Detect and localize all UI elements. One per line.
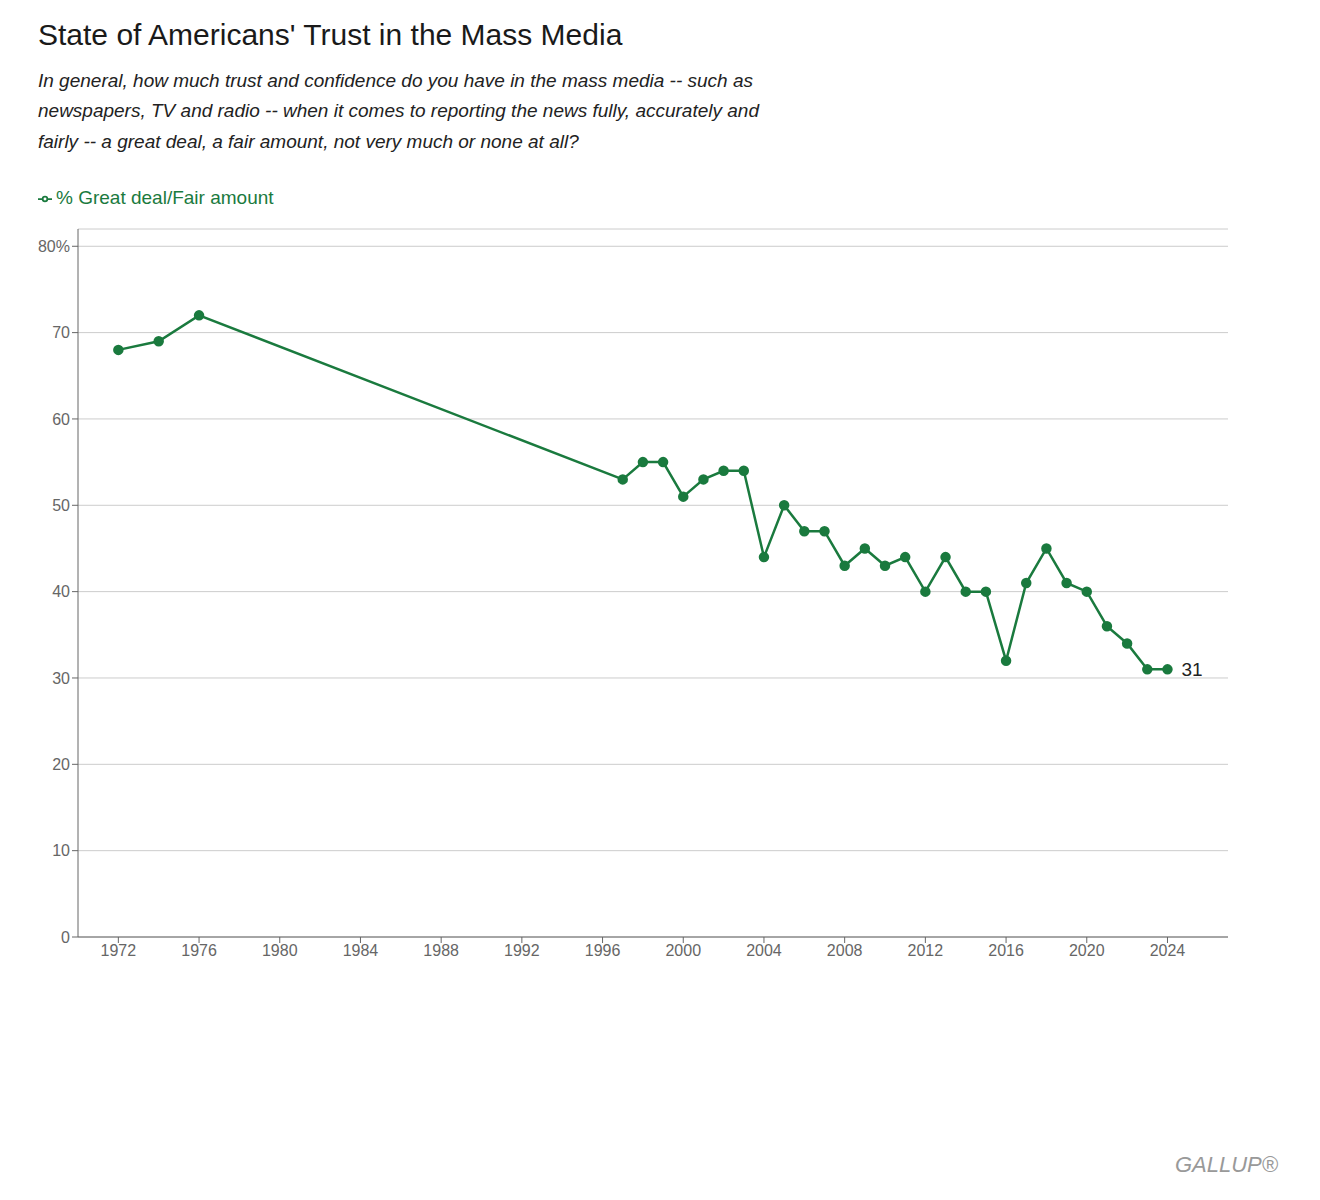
svg-text:2004: 2004 bbox=[746, 943, 782, 960]
html-text:newspapers, TV and radio -- wh: newspapers, TV and radio -- when it come… bbox=[38, 100, 759, 122]
svg-text:2016: 2016 bbox=[988, 943, 1024, 960]
html-text:% Great deal/Fair amount: % Great deal/Fair amount bbox=[56, 187, 274, 209]
svg-text:60: 60 bbox=[52, 411, 70, 428]
svg-text:1976: 1976 bbox=[181, 943, 217, 960]
svg-text:70: 70 bbox=[52, 324, 70, 341]
svg-text:80%: 80% bbox=[38, 238, 70, 255]
svg-text:50: 50 bbox=[52, 497, 70, 514]
svg-text:40: 40 bbox=[52, 583, 70, 600]
html-text:State of Americans' Trust in t: State of Americans' Trust in the Mass Me… bbox=[38, 18, 623, 51]
svg-text:31: 31 bbox=[1181, 659, 1202, 680]
svg-text:10: 10 bbox=[52, 843, 70, 860]
svg-text:30: 30 bbox=[52, 670, 70, 687]
svg-text:0: 0 bbox=[61, 929, 70, 946]
svg-text:2012: 2012 bbox=[908, 943, 944, 960]
svg-text:1996: 1996 bbox=[585, 943, 621, 960]
svg-text:2008: 2008 bbox=[827, 943, 863, 960]
svg-text:1992: 1992 bbox=[504, 943, 540, 960]
svg-text:20: 20 bbox=[52, 756, 70, 773]
svg-text:1984: 1984 bbox=[343, 943, 379, 960]
svg-text:2020: 2020 bbox=[1069, 943, 1105, 960]
svg-text:1972: 1972 bbox=[101, 943, 137, 960]
svg-text:1988: 1988 bbox=[423, 943, 459, 960]
html-text:fairly -- a great deal, a fair: fairly -- a great deal, a fair amount, n… bbox=[38, 130, 579, 152]
svg-text:2024: 2024 bbox=[1150, 943, 1186, 960]
html-text:In general, how much trust and: In general, how much trust and confidenc… bbox=[38, 70, 753, 91]
html-text:GALLUP®: GALLUP® bbox=[1175, 1152, 1278, 1177]
svg-text:2000: 2000 bbox=[665, 943, 701, 960]
svg-text:1980: 1980 bbox=[262, 943, 298, 960]
